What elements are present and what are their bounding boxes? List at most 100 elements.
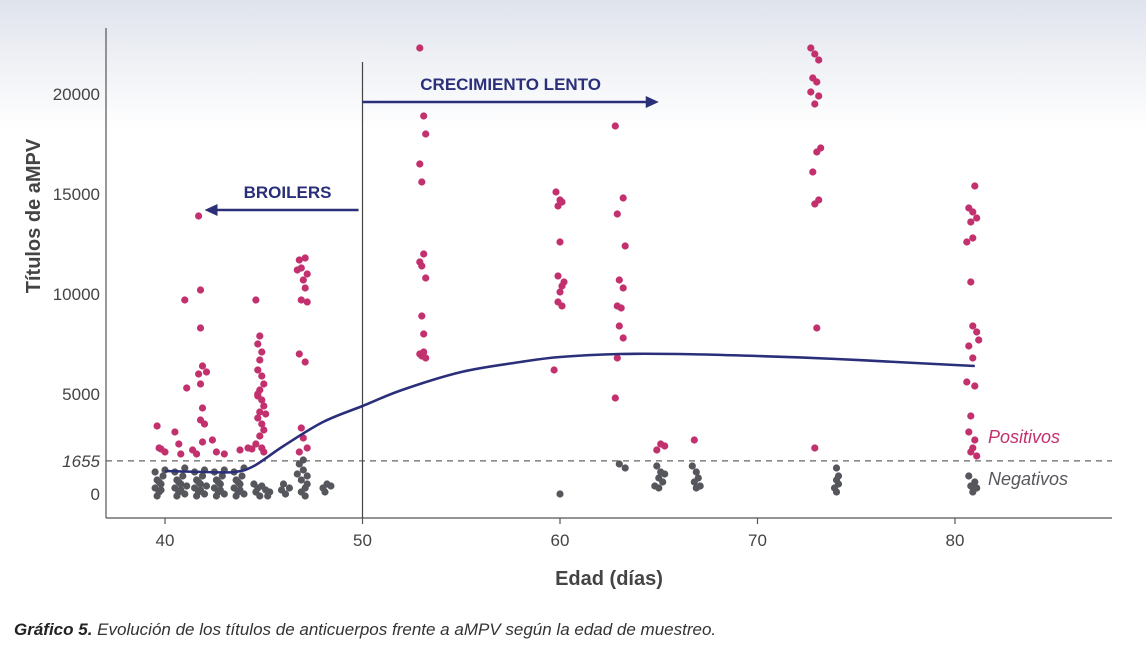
positive-point (813, 324, 821, 332)
negative-point (688, 462, 696, 470)
positive-point (613, 210, 621, 218)
negative-point (234, 478, 242, 486)
positive-point (256, 432, 264, 440)
negative-point (661, 470, 669, 478)
negative-point (299, 466, 307, 474)
negative-point (238, 472, 246, 480)
positive-point (615, 276, 623, 284)
positive-point (258, 396, 266, 404)
positive-point (807, 44, 815, 52)
positive-point (611, 122, 619, 130)
negative-point (281, 490, 290, 498)
negative-point (279, 480, 288, 488)
y-tick-label: 5000 (62, 385, 100, 404)
annotation-arrowhead (204, 204, 218, 216)
positive-point (690, 436, 698, 444)
positive-point (967, 412, 975, 420)
caption-text: Evolución de los títulos de anticuerpos … (92, 620, 717, 639)
positive-point (619, 334, 627, 342)
positive-point (967, 218, 975, 226)
positive-point (254, 366, 262, 374)
positive-point (301, 284, 309, 292)
positive-point (252, 296, 260, 304)
positive-point (558, 282, 566, 290)
positive-point (558, 302, 566, 310)
positive-point (811, 444, 819, 452)
positive-point (248, 445, 256, 453)
positive-point (252, 440, 260, 448)
positive-point (661, 442, 669, 450)
positive-point (815, 56, 823, 64)
positive-point (196, 380, 205, 388)
negative-point (297, 476, 305, 484)
positive-point (554, 272, 562, 280)
caption-lead: Gráfico 5. (14, 620, 93, 639)
positive-point (807, 88, 815, 96)
negative-point (193, 492, 201, 500)
negative-point (303, 472, 311, 480)
negative-point (621, 464, 629, 472)
positive-point (161, 448, 169, 456)
positive-point (653, 446, 661, 454)
x-tick-label: 70 (748, 531, 767, 550)
positive-point (183, 384, 191, 392)
negative-point (832, 488, 841, 496)
positive-point (195, 212, 203, 220)
positive-point (301, 358, 309, 366)
negative-point (285, 484, 293, 492)
positive-point (613, 354, 621, 362)
negative-point (692, 484, 700, 492)
positive-point (258, 348, 266, 356)
positive-point (303, 444, 311, 452)
negative-point (240, 490, 248, 498)
negative-point (969, 488, 977, 496)
positive-point (973, 452, 981, 460)
positive-point (611, 394, 619, 402)
positive-point (813, 148, 821, 156)
positive-point (258, 420, 266, 428)
positive-point (971, 382, 979, 390)
positive-point (556, 238, 564, 246)
annotations-layer: BROILERS CRECIMIENTO LENTO Positivos Negati… (204, 75, 1068, 489)
positive-point (208, 436, 216, 444)
positive-point (967, 278, 975, 286)
positive-point (303, 298, 311, 306)
x-tick-label: 40 (156, 531, 175, 550)
positive-point (969, 208, 977, 216)
positive-point (617, 304, 625, 312)
positive-point (558, 198, 566, 206)
negative-point (181, 464, 189, 472)
negatives-label: Negativos (988, 469, 1068, 489)
positive-point (295, 350, 303, 358)
positive-point (969, 322, 977, 330)
negative-point (218, 472, 226, 480)
positive-point (256, 408, 264, 416)
positive-point (236, 446, 244, 454)
negative-point (832, 464, 841, 472)
trend-line (164, 352, 975, 474)
threshold-label: 1655 (62, 452, 100, 471)
negative-point (173, 492, 181, 500)
points-layer (151, 44, 983, 500)
negative-point (157, 486, 165, 494)
negative-point (556, 490, 564, 498)
positive-point (254, 414, 262, 422)
trend-layer (164, 352, 975, 474)
positive-point (969, 234, 977, 242)
negative-point (175, 478, 183, 486)
positive-point (967, 448, 975, 456)
positive-point (303, 270, 311, 278)
negative-point (299, 456, 307, 464)
positive-point (418, 312, 426, 320)
positive-point (177, 450, 185, 458)
annotation-label: BROILERS (244, 183, 332, 202)
positive-point (220, 450, 228, 458)
ticks-layer: 1655 40 50 60 70 80 0 5000 10000 15000 20000 (53, 85, 965, 550)
negative-point (181, 490, 189, 498)
negative-point (834, 472, 843, 480)
positive-point (420, 348, 428, 356)
negative-point (659, 478, 667, 486)
positive-point (198, 438, 207, 446)
negative-point (220, 490, 228, 498)
positive-point (198, 362, 207, 370)
